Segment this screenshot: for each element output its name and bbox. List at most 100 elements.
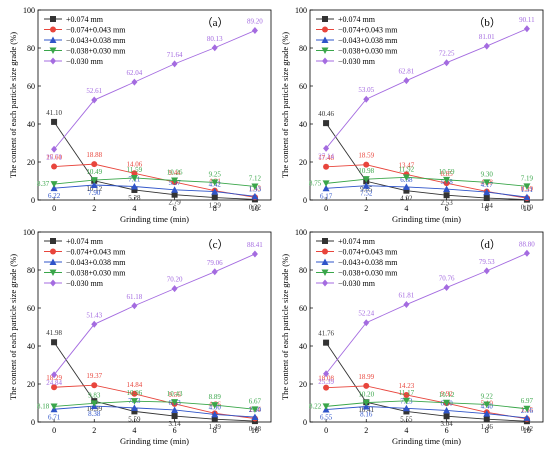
data-label: 8.18	[37, 402, 50, 410]
data-label: 7.12	[249, 174, 262, 182]
data-point	[402, 397, 410, 405]
data-label: 8.85	[440, 170, 453, 178]
series-4: 26.71 52.61 62.04 71.64 80.13 89.20	[46, 18, 263, 162]
series-line	[54, 163, 256, 198]
series-line	[326, 406, 527, 419]
legend-entry: −0.074+0.043 mm	[66, 26, 126, 35]
data-point	[403, 77, 410, 85]
data-label: 7.90	[88, 189, 101, 197]
x-axis-label: Grinding time (min)	[392, 436, 461, 446]
data-label: 72.25	[439, 50, 455, 58]
data-label: 0.19	[521, 204, 534, 212]
data-point	[251, 183, 259, 190]
legend-marker	[50, 26, 56, 33]
data-label: 10.99	[86, 405, 102, 413]
x-tick-label: 2	[364, 204, 368, 213]
legend-marker	[322, 26, 328, 33]
data-point	[51, 118, 58, 125]
data-point	[50, 184, 58, 192]
y-tick-label: 100	[23, 6, 35, 15]
x-tick-label: 10	[523, 426, 531, 435]
data-point	[131, 302, 138, 310]
y-tick-label: 60	[299, 304, 307, 313]
data-point	[403, 391, 410, 398]
legend-entry: −0.074+0.043 mm	[66, 248, 126, 257]
data-point	[171, 406, 179, 413]
data-label: 6.55	[320, 414, 333, 422]
data-point	[91, 96, 98, 104]
data-point	[131, 186, 138, 193]
data-point	[443, 413, 450, 420]
data-point	[131, 408, 138, 415]
legend-entry: −0.030 mm	[338, 57, 376, 66]
x-tick-label: 4	[404, 426, 408, 435]
legend-entry: −0.043+0.038 mm	[66, 258, 126, 267]
y-tick-label: 0	[31, 418, 35, 427]
legend-marker	[322, 238, 328, 244]
data-point	[323, 384, 330, 391]
data-point	[130, 174, 138, 182]
data-point	[171, 399, 179, 406]
legend-entry: −0.038+0.030 mm	[66, 269, 126, 278]
data-label: 1.29	[209, 202, 222, 210]
data-label: 10.12	[439, 391, 455, 399]
legend-entry: −0.030 mm	[66, 279, 104, 288]
y-tick-label: 20	[27, 158, 35, 167]
data-point	[90, 177, 98, 184]
data-point	[403, 301, 410, 309]
legend-marker	[49, 47, 57, 54]
legend-marker	[321, 47, 329, 54]
x-axis-label: Grinding time (min)	[392, 214, 461, 224]
data-point	[443, 176, 451, 184]
data-label: 6.22	[48, 192, 61, 200]
data-label: 10.96	[127, 389, 143, 397]
data-label: 8.75	[309, 179, 322, 187]
panel-label: （c）	[202, 238, 229, 251]
data-label: 24.84	[46, 379, 62, 387]
data-point	[483, 188, 491, 196]
y-tick-label: 40	[27, 120, 35, 129]
x-tick-label: 8	[213, 426, 217, 435]
data-label: 8.38	[88, 410, 101, 418]
series-line	[53, 341, 255, 422]
data-point	[51, 145, 58, 153]
data-point	[171, 285, 178, 293]
data-label: 6.17	[320, 192, 333, 200]
series-line	[53, 121, 255, 200]
data-label: 0.32	[249, 203, 262, 211]
legend: +0.074 mm −0.074+0.043 mm−0.043+0.038 mm −…	[316, 15, 398, 66]
series-line	[325, 122, 527, 201]
data-point	[323, 370, 330, 378]
data-label: 71.64	[167, 51, 183, 59]
series-line	[54, 384, 255, 419]
x-tick-label: 4	[404, 204, 408, 213]
x-tick-label: 8	[485, 426, 489, 435]
data-point	[131, 78, 138, 86]
data-label: 1.46	[481, 423, 494, 431]
panel-label: （d）	[473, 238, 501, 251]
data-point	[91, 320, 98, 328]
data-label: 10.49	[86, 168, 102, 176]
data-point	[523, 249, 530, 257]
data-label: 4.92	[400, 195, 413, 203]
data-point	[131, 390, 138, 397]
data-point	[211, 188, 219, 195]
legend: +0.074 mm −0.074+0.043 mm−0.043+0.038 mm −…	[44, 15, 126, 66]
x-tick-label: 6	[173, 426, 177, 435]
legend-entry: −0.030 mm	[338, 279, 376, 288]
data-point	[443, 284, 450, 292]
data-label: 14.06	[127, 160, 143, 168]
data-point	[483, 267, 490, 275]
data-point	[51, 371, 58, 379]
data-point	[483, 410, 491, 417]
x-tick-label: 0	[52, 426, 56, 435]
data-label: 6.71	[48, 413, 61, 421]
x-tick-label: 2	[92, 204, 96, 213]
legend-marker	[321, 269, 329, 276]
data-point	[211, 402, 219, 409]
data-label: 9.44	[168, 169, 181, 177]
data-point	[402, 404, 410, 412]
data-point	[363, 95, 370, 103]
